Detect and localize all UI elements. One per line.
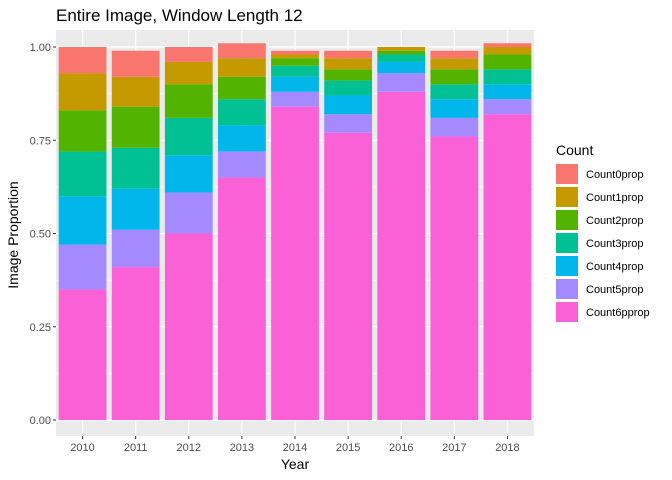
x-tick-label: 2015	[336, 442, 360, 454]
y-tick-label: 0.75	[30, 135, 51, 147]
bar-count6pprop-2011	[111, 267, 160, 420]
legend-key-count2prop	[556, 210, 578, 230]
legend-label-count2prop: Count2prop	[586, 215, 644, 227]
x-tick-label: 2013	[230, 442, 254, 454]
x-axis-title: Year	[281, 456, 310, 472]
legend-key-count6pprop	[556, 302, 578, 322]
bar-count5prop-2011	[111, 229, 160, 268]
legend-key-count1prop	[556, 187, 578, 207]
bar-count5prop-2013	[217, 151, 266, 178]
legend-key-count4prop	[556, 256, 578, 276]
bar-count6pprop-2013	[217, 177, 266, 420]
bar-count2prop-2015	[324, 69, 373, 81]
bar-count0prop-2017	[430, 50, 479, 59]
bar-count3prop-2014	[271, 65, 319, 77]
y-tick-label: 0.50	[30, 229, 51, 241]
x-tick-label: 2016	[389, 442, 413, 454]
legend-label-count4prop: Count4prop	[586, 261, 644, 273]
bar-count5prop-2016	[377, 73, 426, 92]
bar-count3prop-2015	[324, 80, 373, 96]
bar-count1prop-2014	[271, 54, 319, 59]
legend-label-count0prop: Count0prop	[586, 169, 644, 181]
bar-count2prop-2016	[377, 50, 426, 55]
bar-count0prop-2015	[324, 50, 373, 59]
bar-count2prop-2012	[164, 84, 213, 118]
y-tick-label: 0.00	[30, 415, 51, 427]
bar-count3prop-2010	[58, 151, 107, 197]
bar-count4prop-2017	[430, 99, 479, 118]
bar-count5prop-2018	[483, 99, 532, 115]
bar-count1prop-2011	[111, 76, 160, 107]
y-tick-label: 1.00	[30, 42, 51, 54]
bar-count2prop-2018	[483, 54, 532, 70]
bar-count2prop-2010	[58, 110, 107, 152]
bar-count3prop-2017	[430, 84, 479, 100]
bar-count3prop-2013	[217, 99, 266, 126]
bar-count0prop-2012	[164, 47, 213, 62]
bar-count3prop-2012	[164, 117, 213, 156]
bar-count2prop-2017	[430, 69, 479, 85]
legend-title: Count	[556, 142, 593, 158]
x-axis-ticks: 2010 2011 2012 2013 2014 2015 2016 2017 2018	[70, 436, 520, 454]
legend-label-count6pprop: Count6pprop	[586, 307, 650, 319]
bar-count1prop-2012	[164, 61, 213, 85]
bar-count1prop-2015	[324, 58, 373, 70]
bar-count1prop-2017	[430, 58, 479, 70]
bar-count5prop-2012	[164, 192, 213, 234]
bar-count4prop-2013	[217, 125, 266, 152]
x-tick-label: 2017	[442, 442, 466, 454]
y-axis-title: Image Proportion	[5, 181, 21, 288]
bar-count4prop-2014	[271, 76, 319, 92]
bar-count6pprop-2016	[377, 91, 426, 420]
x-tick-label: 2012	[177, 442, 201, 454]
bar-count4prop-2011	[111, 188, 160, 230]
legend-key-count5prop	[556, 279, 578, 299]
bar-count0prop-2010	[58, 47, 107, 74]
legend-label-count1prop: Count1prop	[586, 192, 644, 204]
legend: Count Count0prop Count1prop Count2prop Coun…	[556, 142, 650, 322]
bar-count5prop-2010	[58, 244, 107, 290]
bar-count1prop-2013	[217, 58, 266, 77]
y-axis-ticks: 0.00 0.25 0.50 0.75 1.00	[30, 42, 56, 427]
y-tick-label: 0.25	[30, 322, 51, 334]
bar-count1prop-2016	[377, 47, 426, 51]
bar-count0prop-2018	[483, 43, 532, 47]
bar-count4prop-2018	[483, 84, 532, 100]
bar-count6pprop-2015	[324, 132, 373, 421]
bar-count5prop-2015	[324, 114, 373, 133]
bar-count3prop-2016	[377, 54, 426, 62]
bar-count6pprop-2012	[164, 233, 213, 420]
x-tick-label: 2011	[124, 442, 148, 454]
bar-count4prop-2016	[377, 61, 426, 74]
legend-label-count3prop: Count3prop	[586, 238, 644, 250]
bar-count3prop-2018	[483, 69, 532, 85]
bar-count0prop-2014	[271, 50, 319, 55]
bar-count3prop-2011	[111, 147, 160, 189]
bar-count6pprop-2010	[58, 289, 107, 420]
x-tick-label: 2010	[70, 442, 94, 454]
bar-count2prop-2014	[271, 58, 319, 66]
bar-count2prop-2011	[111, 106, 160, 148]
bar-count4prop-2012	[164, 155, 213, 193]
bar-count5prop-2014	[271, 91, 319, 107]
bar-count2prop-2013	[217, 76, 266, 100]
bar-count6pprop-2014	[271, 106, 319, 421]
chart-title: Entire Image, Window Length 12	[56, 6, 303, 25]
bar-count5prop-2017	[430, 117, 479, 137]
bar-count6pprop-2018	[483, 114, 532, 420]
bar-count0prop-2013	[217, 43, 266, 59]
bar-count1prop-2018	[483, 47, 532, 55]
legend-label-count5prop: Count5prop	[586, 284, 644, 296]
legend-key-count0prop	[556, 164, 578, 184]
legend-key-count3prop	[556, 233, 578, 253]
x-tick-label: 2018	[495, 442, 519, 454]
bar-count4prop-2010	[58, 196, 107, 245]
bar-count4prop-2015	[324, 95, 373, 115]
x-tick-label: 2014	[283, 442, 307, 454]
bars	[58, 43, 532, 421]
bar-count1prop-2010	[58, 73, 107, 111]
bar-count0prop-2011	[111, 50, 160, 77]
bar-count6pprop-2017	[430, 136, 479, 420]
